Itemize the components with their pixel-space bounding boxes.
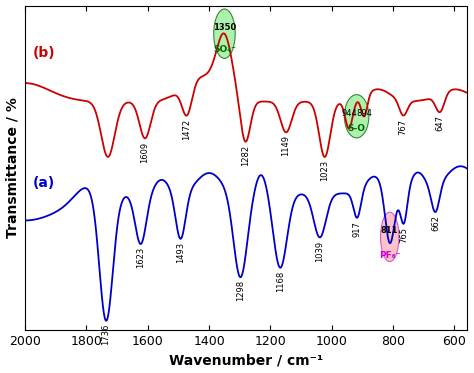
Text: (a): (a): [33, 176, 55, 189]
Ellipse shape: [214, 9, 235, 59]
X-axis label: Wavenumber / cm⁻¹: Wavenumber / cm⁻¹: [169, 354, 323, 367]
Text: (b): (b): [33, 46, 55, 60]
Text: 767: 767: [399, 119, 408, 135]
Text: 944: 944: [341, 109, 357, 118]
Text: 1609: 1609: [140, 141, 149, 163]
Ellipse shape: [344, 95, 369, 138]
Text: 1298: 1298: [236, 280, 245, 301]
Y-axis label: Transmittance / %: Transmittance / %: [6, 97, 19, 238]
Text: 1472: 1472: [182, 119, 191, 140]
Text: 662: 662: [431, 215, 440, 231]
Text: 1493: 1493: [176, 242, 185, 263]
Text: PF₆⁻: PF₆⁻: [379, 251, 401, 260]
Text: 1282: 1282: [241, 145, 250, 166]
Text: 811: 811: [381, 226, 399, 235]
Text: 765: 765: [399, 227, 408, 242]
Text: 647: 647: [436, 115, 445, 131]
Text: 1168: 1168: [276, 271, 285, 292]
Text: SO₄⁻: SO₄⁻: [213, 45, 236, 54]
Text: 917: 917: [353, 221, 362, 236]
Text: 894: 894: [356, 109, 372, 118]
Text: S-O: S-O: [347, 124, 365, 133]
Text: 1149: 1149: [282, 135, 291, 156]
Text: 1023: 1023: [320, 160, 329, 181]
Text: 1736: 1736: [101, 324, 110, 345]
Ellipse shape: [381, 212, 399, 261]
Text: 1623: 1623: [136, 247, 145, 268]
Text: 1039: 1039: [315, 241, 324, 261]
Text: 1350: 1350: [213, 23, 236, 32]
